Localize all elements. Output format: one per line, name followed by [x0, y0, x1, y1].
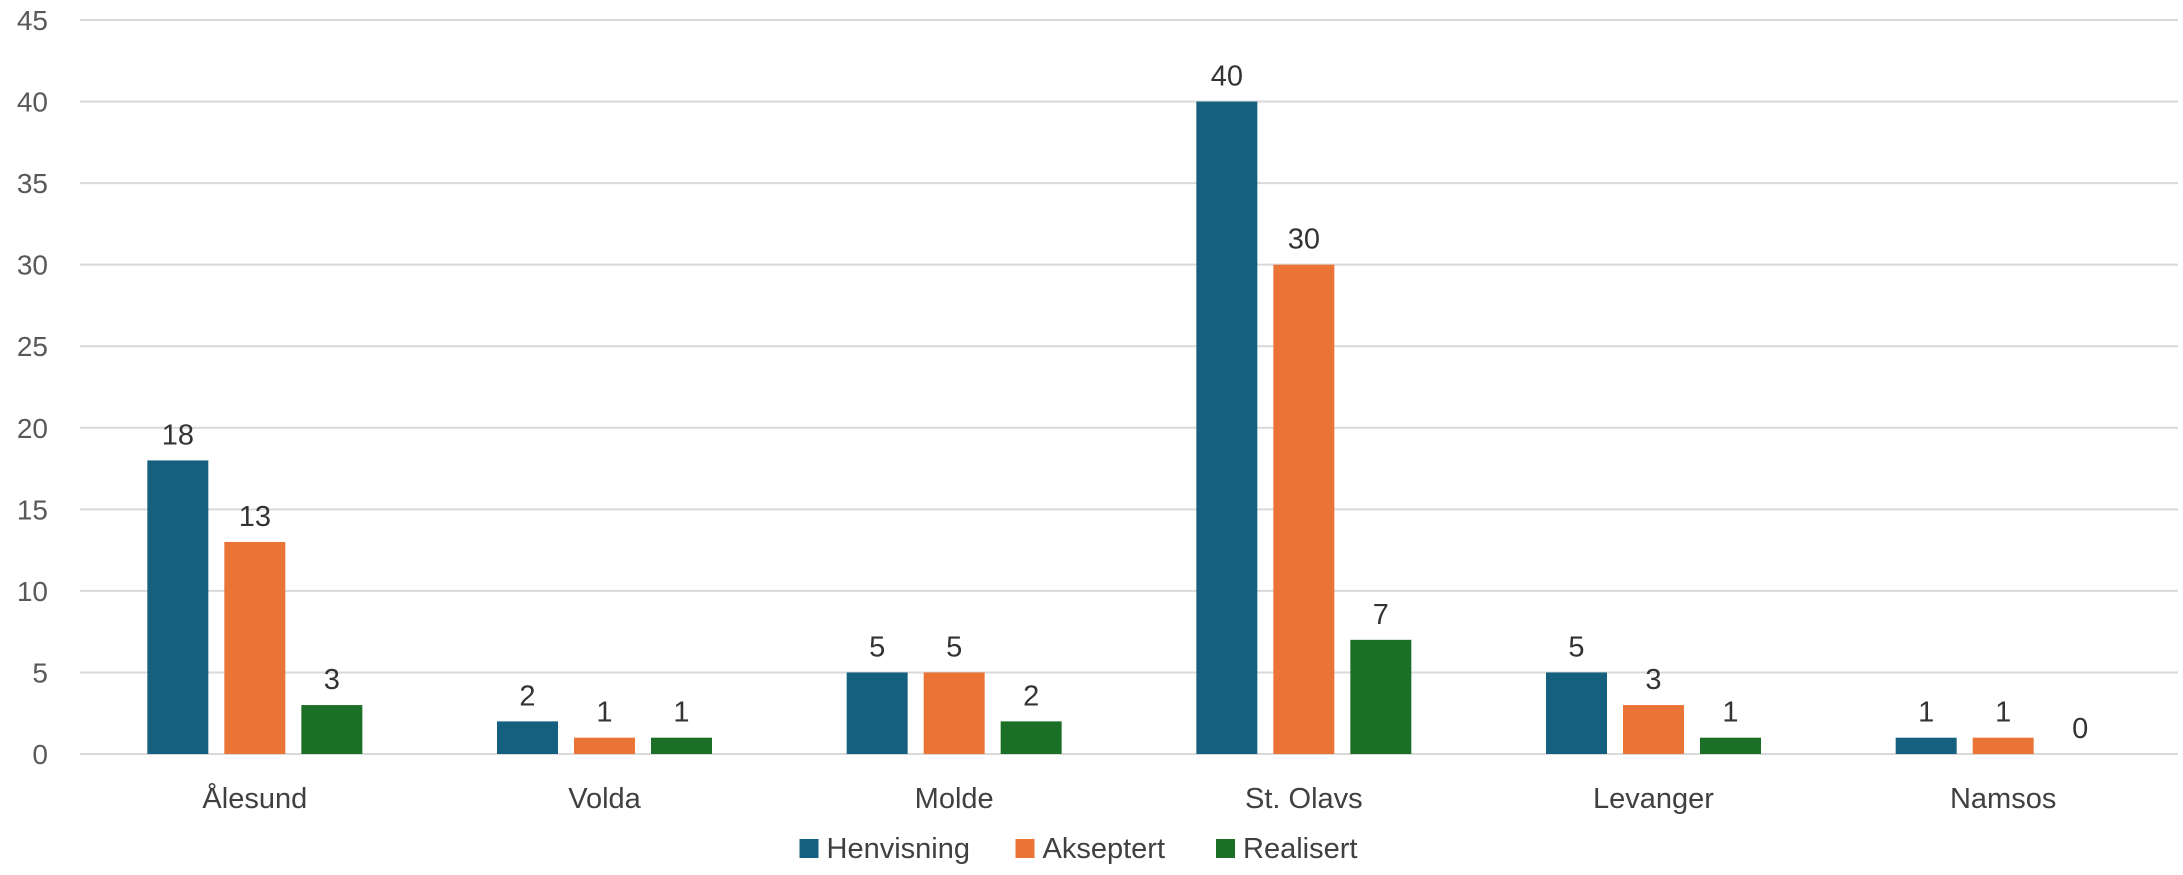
bar-henvisning-2 [846, 672, 908, 754]
legend: Henvisning Akseptert Realisert [799, 833, 1357, 865]
bar-akseptert-0 [224, 541, 286, 754]
bar-realisert-0 [301, 705, 363, 754]
data-label: 5 [1568, 631, 1584, 663]
bar-realisert-4 [1700, 737, 1761, 754]
y-tick-label: 0 [32, 739, 48, 770]
data-label: 3 [1645, 664, 1661, 696]
x-axis-category-labels: Ålesund Volda Molde St. Olavs Levanger Namsos [202, 782, 2056, 815]
data-label: 2 [519, 680, 535, 712]
data-label: 5 [869, 631, 885, 663]
data-label: 1 [1995, 697, 2011, 729]
y-tick-label: 5 [32, 657, 48, 688]
data-label: 0 [2072, 713, 2088, 745]
data-label: 13 [239, 501, 271, 533]
data-label: 1 [673, 697, 689, 729]
bar-realisert-1 [651, 737, 712, 754]
bar-henvisning-5 [1895, 737, 1957, 754]
bar-akseptert-5 [1972, 737, 2034, 754]
bar-henvisning-3 [1196, 101, 1258, 755]
bar-realisert-2 [1000, 721, 1062, 754]
y-tick-label: 30 [17, 250, 48, 281]
legend-label-akseptert: Akseptert [1043, 833, 1166, 865]
y-tick-label: 25 [17, 331, 48, 362]
bar-henvisning-1 [497, 721, 558, 754]
y-axis-tick-labels: 0 5 10 15 20 25 30 35 40 45 [17, 5, 48, 770]
bar-realisert-3 [1350, 639, 1412, 754]
category-label: St. Olavs [1245, 783, 1363, 815]
data-label: 1 [1918, 697, 1934, 729]
bar-henvisning-0 [147, 460, 209, 754]
data-label: 18 [162, 419, 194, 451]
data-label: 3 [324, 664, 340, 696]
bar-akseptert-2 [923, 672, 985, 754]
y-tick-label: 35 [17, 168, 48, 199]
category-label: Volda [568, 783, 641, 815]
category-label: Ålesund [202, 782, 307, 815]
y-tick-label: 40 [17, 87, 48, 118]
bar-akseptert-4 [1623, 705, 1684, 754]
legend-swatch-realisert [1216, 839, 1235, 858]
data-label: 1 [1722, 697, 1738, 729]
data-label: 30 [1288, 224, 1320, 256]
bar-akseptert-3 [1273, 264, 1335, 754]
grid-lines [80, 19, 2178, 755]
category-label: Namsos [1950, 783, 2056, 815]
y-tick-label: 10 [17, 576, 48, 607]
data-label: 2 [1023, 680, 1039, 712]
legend-swatch-akseptert [1015, 839, 1035, 858]
category-label: Levanger [1593, 783, 1714, 815]
data-labels: 18 13 3 2 1 1 5 5 2 40 30 7 5 3 1 1 1 0 [162, 61, 2089, 745]
bar-henvisning-4 [1546, 672, 1607, 754]
bars [147, 101, 2034, 755]
data-label: 5 [946, 631, 962, 663]
data-label: 1 [596, 697, 612, 729]
data-label: 7 [1373, 599, 1389, 631]
legend-label-henvisning: Henvisning [827, 833, 970, 865]
legend-label-realisert: Realisert [1243, 833, 1357, 865]
y-tick-label: 20 [17, 413, 48, 444]
legend-swatch-henvisning [799, 839, 819, 858]
category-label: Molde [915, 783, 994, 815]
y-tick-label: 45 [17, 5, 48, 36]
y-tick-label: 15 [17, 494, 48, 525]
bar-akseptert-1 [574, 737, 635, 754]
data-label: 40 [1211, 61, 1243, 93]
